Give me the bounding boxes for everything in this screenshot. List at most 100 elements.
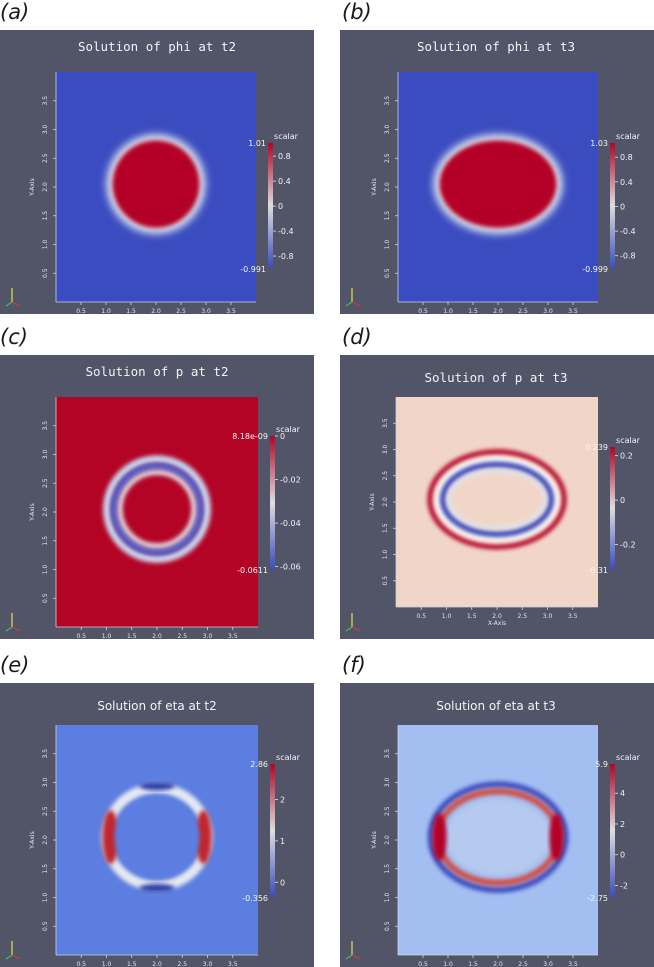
- left-peak: [102, 810, 119, 865]
- y-tick-label: 2.0: [42, 507, 49, 517]
- colorbar-max-label: 5.9: [595, 760, 608, 769]
- x-tick-label: 2.5: [177, 633, 187, 639]
- chart-title: Solution of phi at t3: [417, 39, 575, 54]
- colorbar-title: scalar: [616, 436, 641, 445]
- y-tick-label: 0.5: [384, 268, 391, 278]
- heatmap-plot: 0.5 1.0 1.5 2.0 2.5 3.0 3.5 0.5 1.0 1.5 2.0 2.5 3.0 3…: [345, 699, 641, 967]
- colorbar-title: scalar: [276, 425, 301, 434]
- y-tick-label: 1.5: [382, 523, 389, 533]
- x-tick-label: 1.0: [102, 961, 112, 967]
- colorbar-tick-label: 0: [620, 496, 625, 505]
- y-axis-label: Y-Axis: [29, 831, 36, 849]
- colorbar-max-label: 1.03: [590, 139, 608, 148]
- x-tick-label: 2.5: [518, 961, 528, 967]
- colorbar: [270, 764, 275, 897]
- x-tick-label: 1.0: [101, 308, 111, 314]
- colorbar: [610, 764, 615, 897]
- x-tick-label: 3.5: [228, 961, 238, 967]
- interface-ring-core: [446, 468, 548, 530]
- colorbar-tick-label: -0.4: [620, 227, 636, 236]
- x-tick-label: 2.0: [152, 961, 162, 967]
- x-tick-label: 1.5: [468, 308, 478, 314]
- field-background: [56, 397, 258, 627]
- x-tick-label: 1.0: [443, 308, 453, 314]
- axes-triad: [5, 288, 21, 307]
- x-tick-label: 1.5: [126, 308, 136, 314]
- panel-label: (c): [0, 325, 28, 349]
- x-tick-label: 3.0: [543, 613, 553, 620]
- panel-label: (e): [0, 653, 30, 677]
- colorbar-tick-label: -2: [620, 881, 628, 890]
- y-axis-label: Y-Axis: [29, 178, 36, 196]
- colorbar-title: scalar: [616, 753, 641, 762]
- colorbar-tick-label: 0.4: [278, 177, 291, 186]
- chart-title: Solution of eta at t3: [436, 699, 556, 713]
- right-peak: [195, 810, 212, 865]
- x-tick-label: 0.5: [416, 613, 426, 620]
- colorbar-tick-label: -0.2: [620, 541, 636, 550]
- x-tick-label: 2.0: [493, 308, 503, 314]
- y-tick-label: 2.5: [382, 471, 389, 481]
- chart-title: Solution of p at t3: [425, 370, 568, 385]
- axes-triad: [345, 613, 361, 632]
- x-tick-label: 3.5: [568, 308, 578, 314]
- x-tick-label: 2.5: [176, 308, 186, 314]
- y-tick-label: 2.5: [42, 153, 49, 163]
- x-tick-label: 2.5: [177, 961, 187, 967]
- phase-region: [112, 140, 200, 228]
- interface-ring-inner: [117, 469, 197, 549]
- y-tick-label: 1.5: [42, 864, 49, 874]
- heatmap-plot: 0.5 1.0 1.5 2.0 2.5 3.0 3.5 0.5 1.0 1.5 2.0 2.5 3.0 3…: [345, 370, 641, 632]
- interface-ring-outer: [103, 455, 211, 563]
- x-tick-label: 1.5: [468, 961, 478, 967]
- y-tick-label: 1.0: [384, 240, 391, 250]
- colorbar-min-label: -0.991: [240, 265, 266, 274]
- y-tick-label: 1.5: [42, 211, 49, 221]
- x-tick-label: 1.5: [467, 613, 477, 620]
- x-tick-label: 1.0: [442, 613, 452, 620]
- colorbar-tick-label: 0: [620, 202, 625, 211]
- colorbar-title: scalar: [616, 132, 641, 141]
- y-tick-label: 3.5: [384, 749, 391, 759]
- plot-panel: 0.5 1.0 1.5 2.0 2.5 3.0 3.5 0.5 1.0 1.5 2.0 2.5 3.0 3…: [0, 683, 314, 967]
- y-tick-label: 2.0: [42, 182, 49, 192]
- x-tick-label: 2.0: [493, 961, 503, 967]
- chart-title: Solution of phi at t2: [78, 39, 236, 54]
- y-tick-label: 0.5: [42, 268, 49, 278]
- y-tick-label: 0.5: [42, 921, 49, 931]
- colorbar-tick-label: -0.4: [278, 227, 294, 236]
- colorbar: [610, 143, 615, 268]
- x-tick-label: 3.5: [226, 308, 236, 314]
- y-tick-label: 1.5: [42, 536, 49, 546]
- colorbar-tick-label: 0: [280, 432, 285, 441]
- right-peak: [549, 813, 564, 861]
- y-tick-label: 0.5: [42, 593, 49, 603]
- axes-triad: [5, 613, 21, 632]
- plot-panel: 0.5 1.0 1.5 2.0 2.5 3.0 3.5 0.5 1.0 1.5 2.0 2.5 3.0 3…: [340, 30, 654, 314]
- y-tick-label: 1.5: [384, 864, 391, 874]
- x-tick-label: 3.0: [201, 308, 211, 314]
- panel-label: (a): [0, 0, 30, 24]
- colorbar: [610, 447, 615, 569]
- y-tick-label: 3.0: [42, 778, 49, 788]
- x-tick-label: 1.5: [127, 961, 137, 967]
- y-tick-label: 3.5: [384, 96, 391, 106]
- colorbar-tick-label: 2: [280, 796, 285, 805]
- panel-label: (f): [342, 653, 366, 677]
- phase-region: [439, 140, 557, 228]
- interface-ring-outer: [427, 449, 567, 550]
- colorbar-tick-label: 0: [280, 878, 285, 887]
- y-tick-label: 1.0: [42, 893, 49, 903]
- colorbar-title: scalar: [276, 753, 301, 762]
- x-tick-label: 0.5: [76, 633, 86, 639]
- colorbar-tick-label: 4: [620, 789, 625, 798]
- axes-triad: [345, 288, 361, 307]
- y-tick-label: 3.0: [42, 450, 49, 460]
- plot-panel: 0.5 1.0 1.5 2.0 2.5 3.0 3.5 0.5 1.0 1.5 2.0 2.5 3.0 3…: [340, 355, 654, 639]
- y-tick-label: 3.0: [384, 778, 391, 788]
- y-tick-label: 2.0: [384, 835, 391, 845]
- bottom-trough: [139, 884, 175, 892]
- colorbar-min-label: -0.31: [587, 566, 608, 575]
- x-axis-label: X-Axis: [488, 620, 506, 627]
- colorbar-min-label: -0.0611: [237, 566, 268, 575]
